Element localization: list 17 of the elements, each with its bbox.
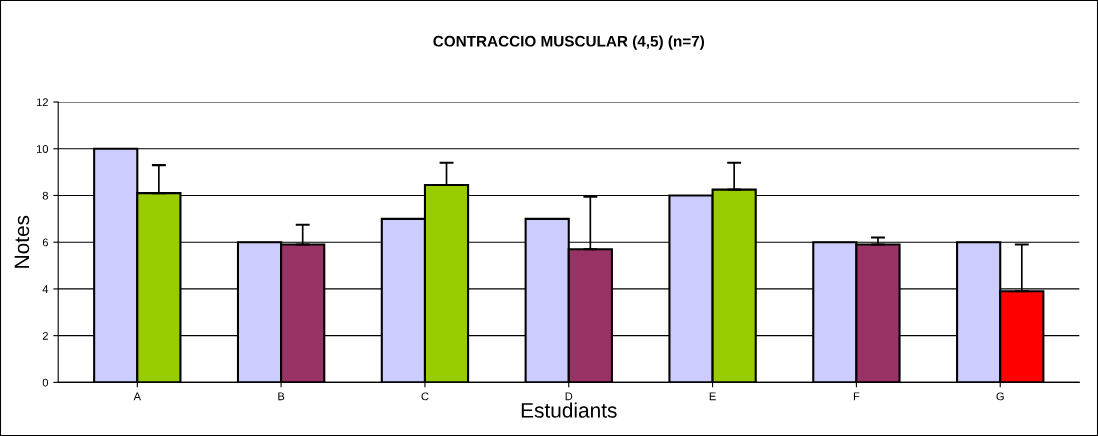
y-tick-label: 8 [42,191,48,200]
y-tick-label: 4 [42,285,49,293]
x-tick-label: B [278,392,285,401]
x-tick-label: E [709,392,716,401]
x-tick-label: G [996,392,1004,401]
y-tick-label: 0 [42,378,49,387]
y-tick-label: 10 [36,145,49,153]
y-tick-label: 2 [42,331,48,340]
x-tick-label: C [421,392,429,401]
y-axis-title: Notes [14,215,30,268]
x-tick-label: D [565,392,573,401]
x-axis-title: Estudiants [521,402,617,418]
y-tick-label: 12 [36,98,48,107]
chart-title: CONTRACCIO MUSCULAR (4,5) (n=7) [433,35,705,50]
y-tick-label: 6 [42,238,48,247]
x-tick-label: A [133,392,141,401]
x-tick-label: F [853,392,860,401]
